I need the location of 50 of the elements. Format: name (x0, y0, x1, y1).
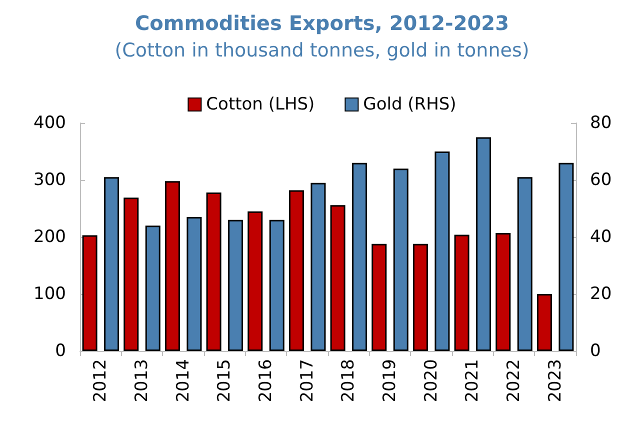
y2-tick-label: 0 (590, 341, 601, 361)
bar (310, 182, 326, 351)
x-tick-label: 2023 (545, 359, 566, 402)
y2-tick-label: 60 (590, 170, 612, 190)
x-tick-label: 2019 (380, 359, 400, 402)
y-tick-label: 100 (34, 284, 66, 304)
bar (476, 137, 492, 351)
legend-label: Gold (RHS) (363, 94, 456, 114)
bar (248, 211, 263, 351)
x-tick-label: 2021 (462, 359, 483, 402)
y-tick-label: 200 (34, 227, 66, 247)
y-tick-label: 300 (34, 170, 66, 190)
y2-tick-label: 40 (590, 227, 612, 247)
x-tick-label: 2012 (90, 359, 111, 402)
bar (517, 177, 532, 351)
bar (352, 162, 368, 351)
bar (206, 192, 222, 351)
y-tick-label: 0 (55, 341, 66, 361)
x-tick-label: 2016 (256, 359, 276, 402)
y2-tick-label: 20 (590, 284, 612, 304)
bar (496, 233, 511, 351)
legend-label: Cotton (LHS) (206, 94, 315, 114)
bar (558, 162, 574, 351)
x-tick-label: 2020 (421, 359, 442, 402)
bar (269, 220, 284, 351)
x-tick-label: 2015 (214, 359, 235, 402)
y2-tick-label: 80 (590, 113, 612, 133)
x-tick-label: 2022 (504, 359, 524, 402)
bar (536, 294, 552, 351)
bar (412, 244, 428, 351)
bar (145, 226, 160, 351)
x-tick-label: 2018 (338, 359, 359, 402)
bar (393, 168, 408, 351)
bar (124, 198, 139, 351)
bar (372, 244, 387, 351)
y-tick-label: 400 (34, 113, 66, 133)
bar (82, 235, 98, 351)
bar (186, 217, 202, 351)
bar (288, 190, 304, 351)
x-tick-label: 2013 (132, 359, 152, 402)
chart-subtitle: (Cotton in thousand tonnes, gold in tonnes) (114, 40, 530, 62)
bar (434, 152, 450, 351)
x-tick-label: 2017 (297, 359, 318, 402)
chart-title: Commodities Exports, 2012-2023 (135, 11, 509, 35)
bar (330, 205, 346, 351)
bar (104, 177, 120, 351)
x-tick-label: 2014 (173, 359, 194, 402)
bar (164, 181, 180, 351)
bar (228, 220, 244, 351)
bar (454, 234, 470, 351)
